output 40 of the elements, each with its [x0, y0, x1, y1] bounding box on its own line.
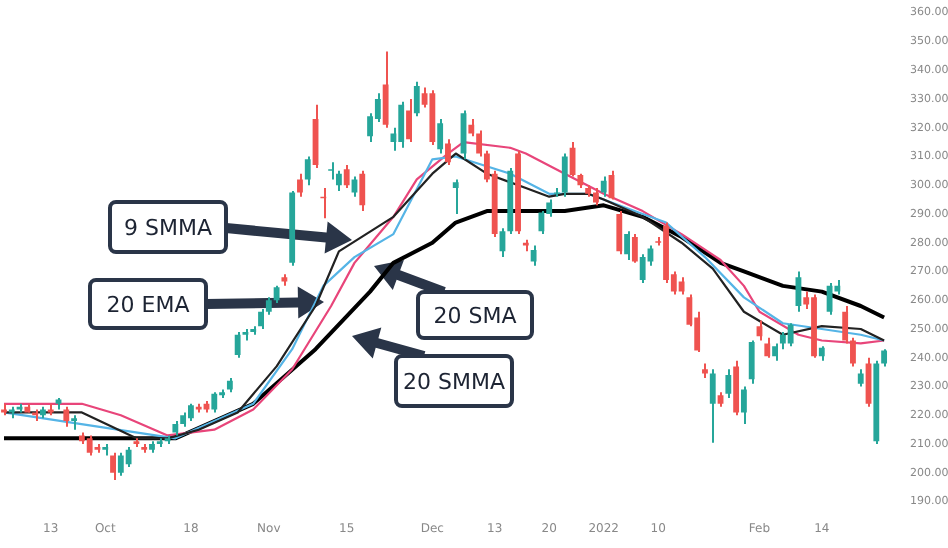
- candlestick: [297, 172, 303, 198]
- candlestick: [631, 233, 638, 264]
- annotation: 20 SMA: [433, 302, 518, 329]
- candlestick: [787, 322, 794, 348]
- candlestick: [335, 169, 342, 192]
- candlestick: [530, 244, 537, 267]
- candlestick: [86, 434, 93, 457]
- candlestick: [125, 445, 132, 469]
- annotation: 20 SMMA: [403, 368, 506, 395]
- candlestick: [63, 405, 70, 428]
- candlestick: [561, 152, 568, 198]
- candlestick: [437, 118, 444, 155]
- candlestick: [709, 368, 716, 444]
- candlestick: [343, 164, 350, 190]
- candlestick: [413, 80, 420, 118]
- candlestick: [234, 330, 241, 359]
- candlestick: [359, 169, 366, 213]
- candlestick: [748, 339, 755, 385]
- candlestick: [740, 385, 747, 425]
- candlestick: [211, 391, 218, 414]
- candlestick: [258, 307, 264, 331]
- candlestick: [398, 100, 405, 149]
- candlestick: [826, 281, 833, 316]
- candlestick: [725, 368, 732, 400]
- candlestick: [110, 451, 116, 482]
- candlestick: [304, 155, 311, 187]
- candlestick: [616, 210, 623, 256]
- candlestick: [445, 138, 451, 167]
- candlestick: [639, 253, 646, 284]
- annotation: 9 SMMA: [124, 214, 213, 241]
- candlestick: [538, 210, 545, 236]
- candlestick: [452, 178, 459, 215]
- candlestick: [624, 230, 630, 261]
- candlestick: [406, 97, 412, 144]
- candlestick: [117, 451, 124, 477]
- candlestick: [382, 50, 389, 129]
- candlestick: [733, 359, 740, 417]
- candlestick: [764, 336, 771, 359]
- annotation: 20 EMA: [106, 291, 191, 318]
- candlestick: [600, 175, 607, 198]
